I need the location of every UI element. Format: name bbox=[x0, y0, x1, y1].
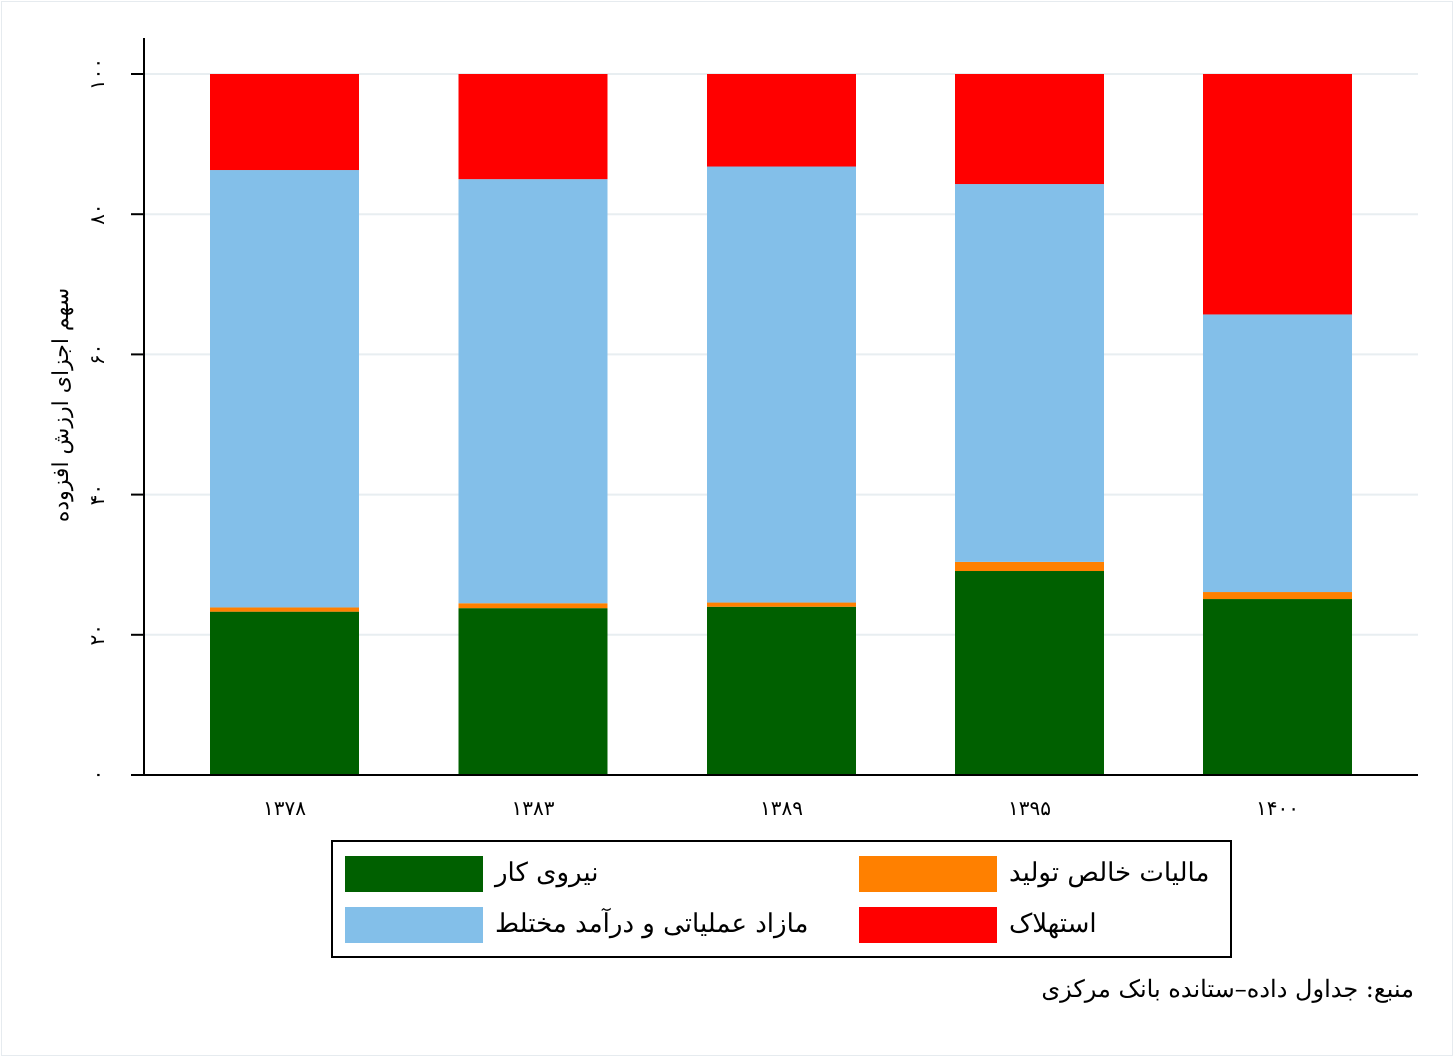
bar-segment bbox=[210, 170, 359, 608]
legend-item-net-tax: مالیات خالص تولید bbox=[859, 856, 1309, 896]
bar-segment bbox=[955, 561, 1104, 572]
legend-item-depreciation: استهلاک bbox=[859, 907, 1309, 947]
legend-swatch-labor bbox=[345, 856, 483, 892]
bar-stack bbox=[210, 74, 359, 775]
y-tick-label: ۰ bbox=[85, 770, 109, 781]
legend-label-labor: نیروی کار bbox=[495, 858, 599, 888]
y-tick-label: ۶۰ bbox=[85, 344, 109, 365]
source-note: منبع: جداول داده–ستانده بانک مرکزی bbox=[1041, 975, 1414, 1003]
bar-segment bbox=[1203, 74, 1352, 315]
bar-segment bbox=[1203, 592, 1352, 600]
bar-stack bbox=[707, 74, 856, 775]
y-tick-label: ۸۰ bbox=[85, 203, 109, 224]
x-tick-label: ۱۳۹۵ bbox=[1008, 796, 1051, 820]
bar-segment bbox=[707, 602, 856, 607]
legend: نیروی کار مالیات خالص تولید مازاد عملیات… bbox=[331, 840, 1232, 958]
bar-segment bbox=[707, 606, 856, 775]
legend-swatch-net-tax bbox=[859, 856, 997, 892]
legend-label-depreciation: استهلاک bbox=[1009, 909, 1097, 939]
x-tick-label: ۱۴۰۰ bbox=[1256, 796, 1299, 820]
legend-label-net-tax: مالیات خالص تولید bbox=[1009, 858, 1210, 888]
stacked-bar-chart: ۰ ۲۰ ۴۰ ۶۰ ۸۰ ۱۰۰ ۱۳۷۸ ۱۳۸۳ ۱۳۸۹ ۱۳۹۵ ۱۴۰۰ سهم اج… bbox=[49, 38, 1418, 820]
legend-item-labor: نیروی کار bbox=[345, 856, 795, 896]
bar-segment bbox=[458, 179, 608, 604]
bar-segment bbox=[458, 603, 608, 609]
bar-segment bbox=[955, 184, 1104, 562]
y-tick-label: ۱۰۰ bbox=[85, 58, 109, 90]
legend-swatch-depreciation bbox=[859, 907, 997, 943]
y-tick-label: ۲۰ bbox=[85, 624, 109, 645]
y-axis-ticks: ۰ ۲۰ ۴۰ ۶۰ ۸۰ ۱۰۰ bbox=[85, 58, 144, 780]
bar-segment bbox=[955, 571, 1104, 775]
bar-stack bbox=[955, 74, 1104, 775]
bar-segment bbox=[707, 74, 856, 167]
bar-segment bbox=[1203, 314, 1352, 593]
bar-stack bbox=[1203, 74, 1352, 775]
bar-segment bbox=[210, 607, 359, 612]
y-axis-label: سهم اجزای ارزش افزوده bbox=[49, 288, 74, 522]
bar-segment bbox=[707, 166, 856, 603]
bar-segment bbox=[210, 74, 359, 171]
legend-item-operating-surplus: مازاد عملیاتی و درآمد مختلط bbox=[345, 907, 808, 947]
x-tick-label: ۱۳۸۹ bbox=[760, 796, 803, 820]
bar-segment bbox=[1203, 599, 1352, 775]
x-tick-label: ۱۳۸۳ bbox=[512, 796, 555, 820]
bar-segment bbox=[210, 611, 359, 775]
legend-label-operating-surplus: مازاد عملیاتی و درآمد مختلط bbox=[495, 909, 809, 939]
bar-stack bbox=[458, 74, 608, 775]
bar-segment bbox=[458, 74, 608, 180]
y-tick-label: ۴۰ bbox=[85, 484, 109, 505]
legend-swatch-operating-surplus bbox=[345, 907, 483, 943]
bar-segment bbox=[955, 74, 1104, 185]
bar-segment bbox=[458, 608, 608, 775]
bars bbox=[210, 74, 1352, 775]
x-axis-ticks: ۱۳۷۸ ۱۳۸۳ ۱۳۸۹ ۱۳۹۵ ۱۴۰۰ bbox=[263, 796, 1299, 820]
x-tick-label: ۱۳۷۸ bbox=[263, 796, 306, 820]
